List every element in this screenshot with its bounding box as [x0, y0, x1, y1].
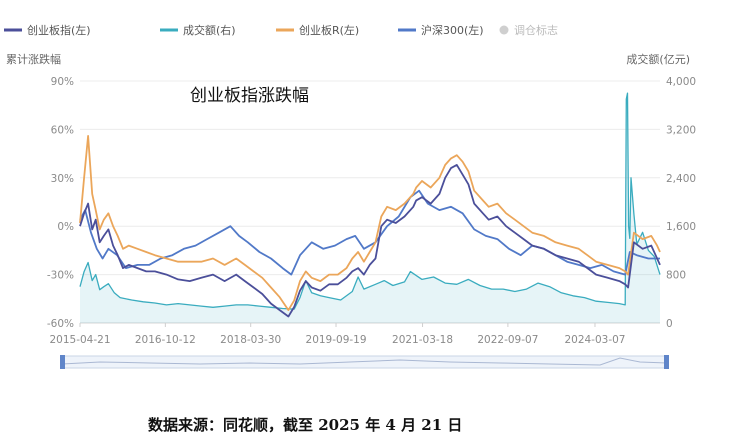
- x-tick-label: 2018-03-30: [220, 334, 281, 346]
- source-note: 数据来源：同花顺，截至 2025 年 4 月 21 日: [148, 416, 462, 434]
- x-tick-label: 2016-10-12: [135, 334, 196, 346]
- right-axis: 4,000 3,200 2,400 1,600 800 0: [666, 76, 696, 330]
- right-tick-label: 800: [666, 270, 686, 282]
- x-tick-label: 2021-03-18: [392, 334, 453, 346]
- left-tick-label: 30%: [51, 173, 74, 185]
- series-line-3: [79, 189, 660, 276]
- right-tick-label: 4,000: [666, 76, 696, 88]
- series-layer: [79, 92, 661, 323]
- chart-title: 创业板指涨跌幅: [190, 86, 309, 106]
- series-area-volume: [80, 93, 660, 323]
- x-tick-label: 2022-09-07: [477, 334, 538, 346]
- x-tick-label: 2024-03-07: [564, 334, 625, 346]
- left-tick-label: 60%: [51, 124, 74, 136]
- right-tick-label: 0: [666, 318, 673, 330]
- left-tick-label: 90%: [51, 76, 74, 88]
- left-tick-label: -30%: [47, 270, 74, 282]
- range-slider-right-handle[interactable]: [664, 355, 669, 369]
- left-axis-title: 累计涨跌幅: [6, 52, 61, 66]
- right-tick-label: 2,400: [666, 173, 696, 185]
- x-tick-label: 2019-09-19: [306, 334, 367, 346]
- legend[interactable]: 创业板指(左) 成交额(右) 创业板R(左) 沪深300(左) 调仓标志: [4, 23, 558, 37]
- range-slider-preview: [61, 357, 668, 366]
- left-tick-label: 0%: [57, 221, 74, 233]
- series-line-1: [79, 92, 661, 310]
- x-tick-label: 2015-04-21: [49, 334, 110, 346]
- right-tick-label: 3,200: [666, 124, 696, 136]
- grid: [80, 80, 660, 324]
- series-line-0: [79, 164, 661, 318]
- legend-item[interactable]: 成交额(右): [183, 23, 236, 37]
- legend-item-rebalance[interactable]: 调仓标志: [514, 23, 558, 37]
- range-slider-left-handle[interactable]: [60, 355, 65, 369]
- left-tick-label: -60%: [47, 318, 74, 330]
- legend-item[interactable]: 沪深300(左): [421, 23, 484, 37]
- legend-item[interactable]: 创业板R(左): [299, 23, 359, 37]
- right-axis-title: 成交额(亿元): [626, 52, 690, 66]
- left-axis: 90% 60% 30% 0% -30% -60%: [47, 76, 74, 330]
- right-tick-label: 1,600: [666, 221, 696, 233]
- series-line-2: [79, 135, 661, 311]
- range-slider-track[interactable]: [61, 355, 668, 369]
- legend-item[interactable]: 创业板指(左): [27, 23, 91, 37]
- x-axis: 2015-04-21 2016-10-12 2018-03-30 2019-09-19…: [49, 323, 625, 346]
- legend-dot-icon: [499, 25, 509, 35]
- range-slider[interactable]: [60, 355, 669, 369]
